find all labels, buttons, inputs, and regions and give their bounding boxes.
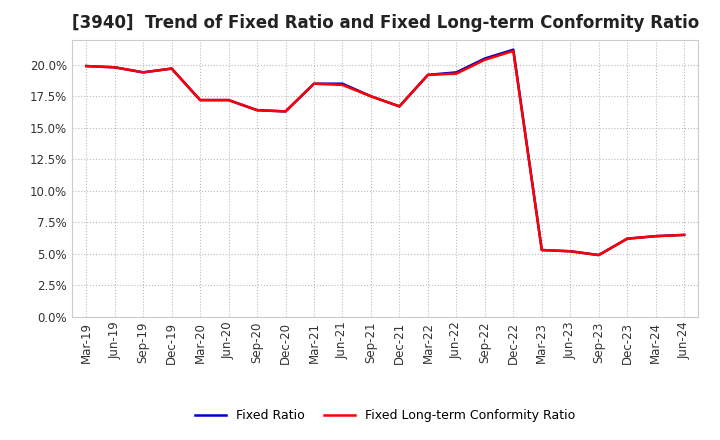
Fixed Ratio [452,70,461,75]
Fixed Long-term Conformity Ratio [225,97,233,103]
Fixed Long-term Conformity Ratio [566,249,575,254]
Fixed Ratio [652,234,660,239]
Legend: Fixed Ratio, Fixed Long-term Conformity Ratio: Fixed Ratio, Fixed Long-term Conformity … [190,404,580,427]
Fixed Ratio [566,249,575,254]
Fixed Ratio [139,70,148,75]
Fixed Long-term Conformity Ratio [253,107,261,113]
Fixed Long-term Conformity Ratio [167,66,176,71]
Fixed Long-term Conformity Ratio [537,247,546,253]
Fixed Ratio [537,247,546,253]
Fixed Ratio [82,63,91,69]
Fixed Long-term Conformity Ratio [139,70,148,75]
Fixed Ratio [310,81,318,86]
Fixed Ratio [225,97,233,103]
Fixed Ratio [509,47,518,52]
Fixed Long-term Conformity Ratio [652,234,660,239]
Fixed Long-term Conformity Ratio [623,236,631,241]
Fixed Long-term Conformity Ratio [452,71,461,76]
Fixed Ratio [595,253,603,258]
Fixed Ratio [253,107,261,113]
Fixed Ratio [196,97,204,103]
Line: Fixed Ratio: Fixed Ratio [86,50,684,255]
Fixed Long-term Conformity Ratio [480,57,489,62]
Fixed Long-term Conformity Ratio [310,81,318,86]
Fixed Long-term Conformity Ratio [395,104,404,109]
Title: [3940]  Trend of Fixed Ratio and Fixed Long-term Conformity Ratio: [3940] Trend of Fixed Ratio and Fixed Lo… [71,15,699,33]
Fixed Long-term Conformity Ratio [366,94,375,99]
Fixed Ratio [366,94,375,99]
Fixed Ratio [395,104,404,109]
Line: Fixed Long-term Conformity Ratio: Fixed Long-term Conformity Ratio [86,51,684,255]
Fixed Ratio [110,65,119,70]
Fixed Ratio [167,66,176,71]
Fixed Long-term Conformity Ratio [680,232,688,238]
Fixed Ratio [282,109,290,114]
Fixed Long-term Conformity Ratio [110,65,119,70]
Fixed Long-term Conformity Ratio [423,72,432,77]
Fixed Ratio [480,56,489,61]
Fixed Ratio [423,72,432,77]
Fixed Long-term Conformity Ratio [595,253,603,258]
Fixed Ratio [680,232,688,238]
Fixed Long-term Conformity Ratio [338,82,347,88]
Fixed Long-term Conformity Ratio [196,97,204,103]
Fixed Long-term Conformity Ratio [282,109,290,114]
Fixed Ratio [623,236,631,241]
Fixed Long-term Conformity Ratio [509,48,518,54]
Fixed Ratio [338,81,347,86]
Fixed Long-term Conformity Ratio [82,63,91,69]
